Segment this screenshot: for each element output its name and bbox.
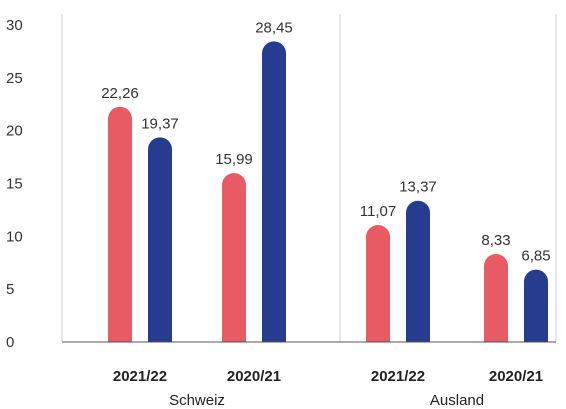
bars [108,41,548,342]
data-label: 22,26 [101,85,139,102]
y-tick-label: 30 [6,17,23,34]
x-category-label: 2020/21 [227,368,281,385]
bar-blue [262,41,286,342]
x-category-label: 2021/22 [113,368,167,385]
y-axis-ticks: 0 5 10 15 20 25 30 [6,17,23,351]
bar-red [484,254,508,342]
grid-lines [62,14,556,342]
bar-blue [148,137,172,342]
bar-red [108,107,132,342]
data-label: 8,33 [481,232,510,249]
data-label: 28,45 [255,19,293,36]
data-label: 13,37 [399,179,437,196]
x-group-label: Schweiz [169,392,225,409]
y-tick-label: 20 [6,123,23,140]
x-category-label: 2021/22 [371,368,425,385]
y-tick-label: 5 [6,281,14,298]
bar-blue [524,270,548,342]
y-tick-label: 15 [6,176,23,193]
x-category-label: 2020/21 [489,368,543,385]
bar-blue [406,201,430,342]
bar-red [222,173,246,342]
x-group-label: Ausland [430,392,484,409]
data-label: 11,07 [360,203,396,220]
y-tick-label: 10 [6,228,23,245]
y-tick-label: 0 [6,334,14,351]
data-label: 19,37 [141,115,179,132]
data-label: 6,85 [521,248,550,265]
bar-red [366,225,390,342]
y-tick-label: 25 [6,70,23,87]
data-label: 15,99 [215,151,253,168]
